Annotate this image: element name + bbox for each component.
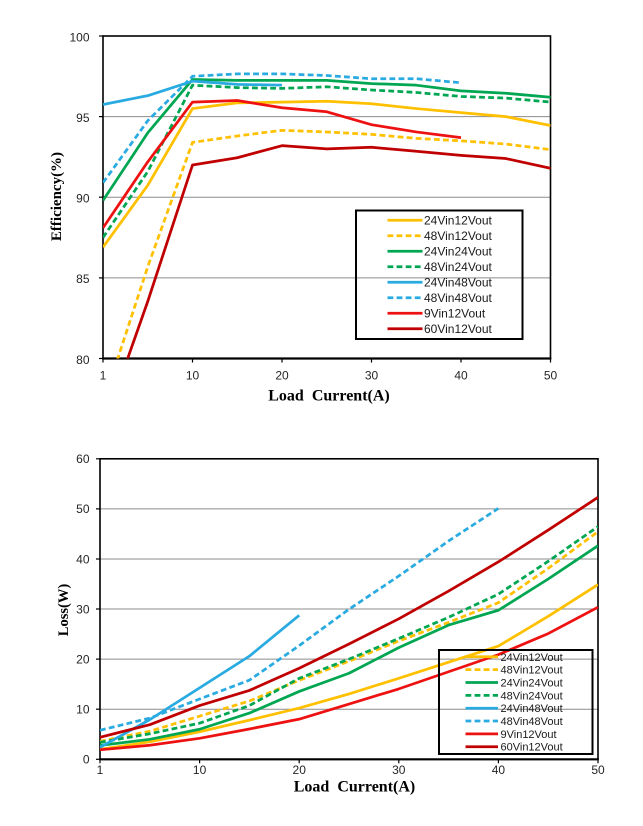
svg-text:24Vin24Vout: 24Vin24Vout (501, 677, 563, 689)
svg-text:95: 95 (76, 111, 90, 125)
svg-text:24Vin12Vout: 24Vin12Vout (424, 214, 493, 228)
svg-text:40: 40 (454, 369, 468, 383)
svg-text:85: 85 (76, 272, 90, 286)
svg-text:60Vin12Vout: 60Vin12Vout (501, 742, 563, 754)
svg-text:50: 50 (591, 763, 605, 777)
svg-text:30: 30 (76, 602, 90, 616)
svg-text:24Vin48Vout: 24Vin48Vout (501, 703, 563, 715)
svg-text:9Vin12Vout: 9Vin12Vout (424, 307, 486, 321)
svg-text:40: 40 (76, 552, 90, 566)
svg-text:10: 10 (76, 703, 90, 717)
svg-text:48Vin48Vout: 48Vin48Vout (424, 291, 493, 305)
svg-text:90: 90 (76, 192, 90, 206)
svg-text:0: 0 (83, 753, 90, 767)
svg-text:24Vin48Vout: 24Vin48Vout (424, 276, 493, 290)
svg-text:40: 40 (492, 763, 506, 777)
svg-text:48Vin12Vout: 48Vin12Vout (501, 665, 563, 677)
svg-text:Efficiency(%): Efficiency(%) (49, 152, 65, 241)
svg-text:60Vin12Vout: 60Vin12Vout (424, 322, 493, 336)
svg-text:30: 30 (365, 369, 379, 383)
svg-text:100: 100 (69, 30, 89, 44)
svg-text:1: 1 (100, 369, 107, 383)
svg-text:48Vin12Vout: 48Vin12Vout (424, 229, 493, 243)
svg-text:50: 50 (76, 502, 90, 516)
svg-text:10: 10 (193, 763, 207, 777)
svg-text:50: 50 (544, 369, 558, 383)
svg-text:20: 20 (293, 763, 307, 777)
svg-text:1: 1 (97, 763, 104, 777)
svg-text:9Vin12Vout: 9Vin12Vout (501, 729, 557, 741)
svg-text:Load Current(A): Load Current(A) (268, 388, 389, 405)
svg-text:20: 20 (275, 369, 289, 383)
svg-text:60: 60 (76, 452, 90, 466)
svg-text:24Vin12Vout: 24Vin12Vout (501, 652, 563, 664)
svg-text:30: 30 (392, 763, 406, 777)
svg-text:48Vin48Vout: 48Vin48Vout (501, 716, 563, 728)
svg-text:Loss(W): Loss(W) (56, 584, 72, 637)
svg-text:48Vin24Vout: 48Vin24Vout (424, 260, 493, 274)
svg-text:Load Current(A): Load Current(A) (294, 779, 415, 796)
svg-text:48Vin24Vout: 48Vin24Vout (501, 690, 563, 702)
svg-text:80: 80 (76, 353, 90, 367)
svg-text:20: 20 (76, 652, 90, 666)
svg-text:10: 10 (186, 369, 200, 383)
svg-text:24Vin24Vout: 24Vin24Vout (424, 245, 493, 259)
